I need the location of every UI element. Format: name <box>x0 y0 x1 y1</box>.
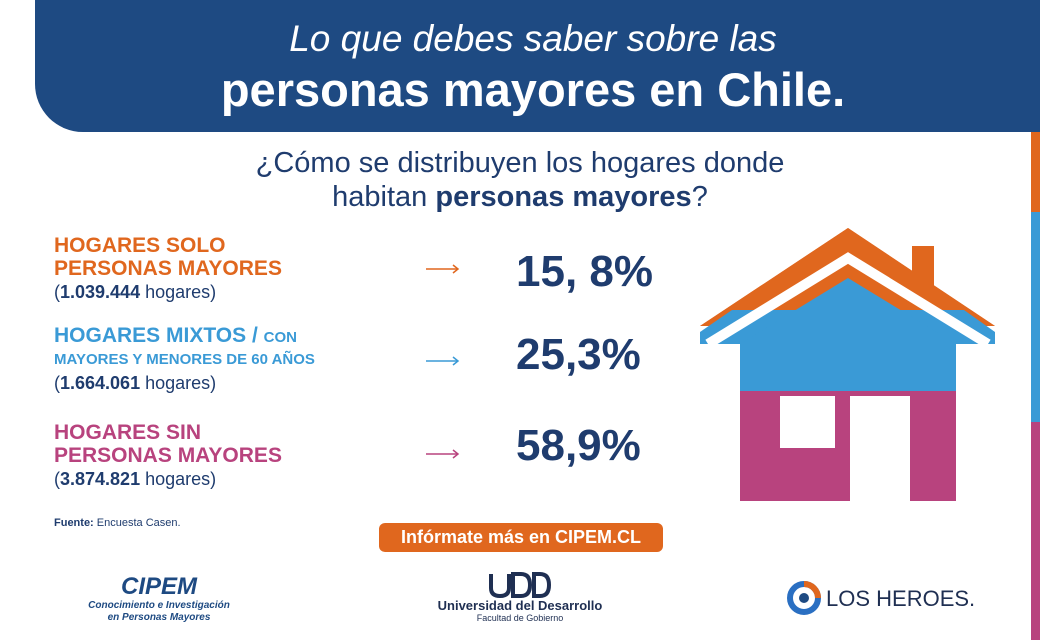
header-subtitle: Lo que debes saber sobre las <box>289 18 777 59</box>
category-title: HOGARES SOLO PERSONAS MAYORES <box>54 234 282 280</box>
percent-mixtos: 25,3% <box>516 330 641 379</box>
stripe-orange <box>1031 132 1040 212</box>
category-count: (3.874.821 hogares) <box>54 467 282 491</box>
category-title-line1: HOGARES SIN <box>54 421 202 444</box>
header-title: personas mayores en Chile. <box>220 63 846 116</box>
count-value: 1.664.061 <box>60 373 141 393</box>
door <box>850 396 910 501</box>
side-stripes <box>1031 0 1040 640</box>
count-open: ( <box>54 282 60 302</box>
cipem-logo: CIPEM Conocimiento e Investigación en Pe… <box>84 574 234 624</box>
udd-logo: Universidad del Desarrollo Facultad de G… <box>430 572 610 623</box>
source-label: Fuente: <box>54 517 94 529</box>
question-line2-suffix: ? <box>691 181 708 213</box>
udd-logo-sub: Facultad de Gobierno <box>476 613 564 623</box>
question-heading: ¿Cómo se distribuyen los hogares donde h… <box>0 146 1040 214</box>
category-title-line2: MAYORES Y MENORES DE 60 AÑOS <box>54 351 315 368</box>
source-note: Fuente: Encuesta Casen. <box>54 517 181 529</box>
count-suffix: hogares) <box>140 282 217 302</box>
stripe-blue <box>1031 212 1040 422</box>
roof-line <box>705 252 991 349</box>
question-line2-prefix: habitan <box>332 181 436 213</box>
count-suffix: hogares) <box>140 469 217 489</box>
category-solo-mayores: HOGARES SOLO PERSONAS MAYORES (1.039.444… <box>54 234 282 304</box>
question-line2-bold: personas mayores <box>435 181 692 213</box>
house-illustration <box>700 228 995 501</box>
count-suffix: hogares) <box>140 373 217 393</box>
category-title-line2: PERSONAS MAYORES <box>54 257 282 280</box>
count-open: ( <box>54 373 60 393</box>
count-value: 1.039.444 <box>60 282 141 302</box>
header-banner: Lo que debes saber sobre las personas ma… <box>35 0 1031 132</box>
cipem-logo-name: CIPEM <box>120 573 197 600</box>
cipem-logo-sub1: Conocimiento e Investigación <box>88 600 230 611</box>
percent-solo-mayores: 15, 8% <box>516 247 653 296</box>
arrow-icon <box>426 356 460 366</box>
category-count: (1.039.444 hogares) <box>54 280 282 304</box>
category-title: HOGARES SIN PERSONAS MAYORES <box>54 421 282 467</box>
category-title-line2: PERSONAS MAYORES <box>54 444 282 467</box>
los-heroes-logo: LOS HEROES. <box>786 580 976 616</box>
arrow-icon <box>426 264 460 274</box>
los-heroes-logo-name: LOS HEROES. <box>826 586 976 611</box>
cipem-logo-sub2: en Personas Mayores <box>107 612 211 623</box>
wall-blue <box>740 278 956 391</box>
cipem-link-button[interactable]: Infórmate más en CIPEM.CL <box>379 523 663 552</box>
arrow-icon <box>426 449 460 459</box>
category-mixtos: HOGARES MIXTOS / CON MAYORES Y MENORES D… <box>54 324 315 395</box>
category-title-line1-small: CON <box>263 329 297 346</box>
question-line1: ¿Cómo se distribuyen los hogares donde <box>255 147 785 179</box>
category-count: (1.664.061 hogares) <box>54 371 315 395</box>
category-sin-mayores: HOGARES SIN PERSONAS MAYORES (3.874.821 … <box>54 421 282 491</box>
los-heroes-logo-icon <box>787 581 821 615</box>
chimney <box>912 246 934 296</box>
category-title: HOGARES MIXTOS / CON MAYORES Y MENORES D… <box>54 324 315 371</box>
category-title-line1-main: HOGARES MIXTOS / <box>54 324 264 347</box>
stripe-navy <box>1031 0 1040 132</box>
udd-logo-name: Universidad del Desarrollo <box>437 598 603 613</box>
count-open: ( <box>54 469 60 489</box>
category-title-line1: HOGARES MIXTOS / CON <box>54 324 315 349</box>
stripe-magenta <box>1031 422 1040 640</box>
source-value: Encuesta Casen. <box>93 517 181 529</box>
question-line2: habitan personas mayores? <box>0 180 1040 214</box>
udd-logo-mark <box>489 572 551 598</box>
wall-magenta <box>740 391 956 501</box>
category-title-line1: HOGARES SOLO <box>54 234 226 257</box>
percent-sin-mayores: 58,9% <box>516 421 641 470</box>
count-value: 3.874.821 <box>60 469 141 489</box>
window <box>780 396 835 448</box>
